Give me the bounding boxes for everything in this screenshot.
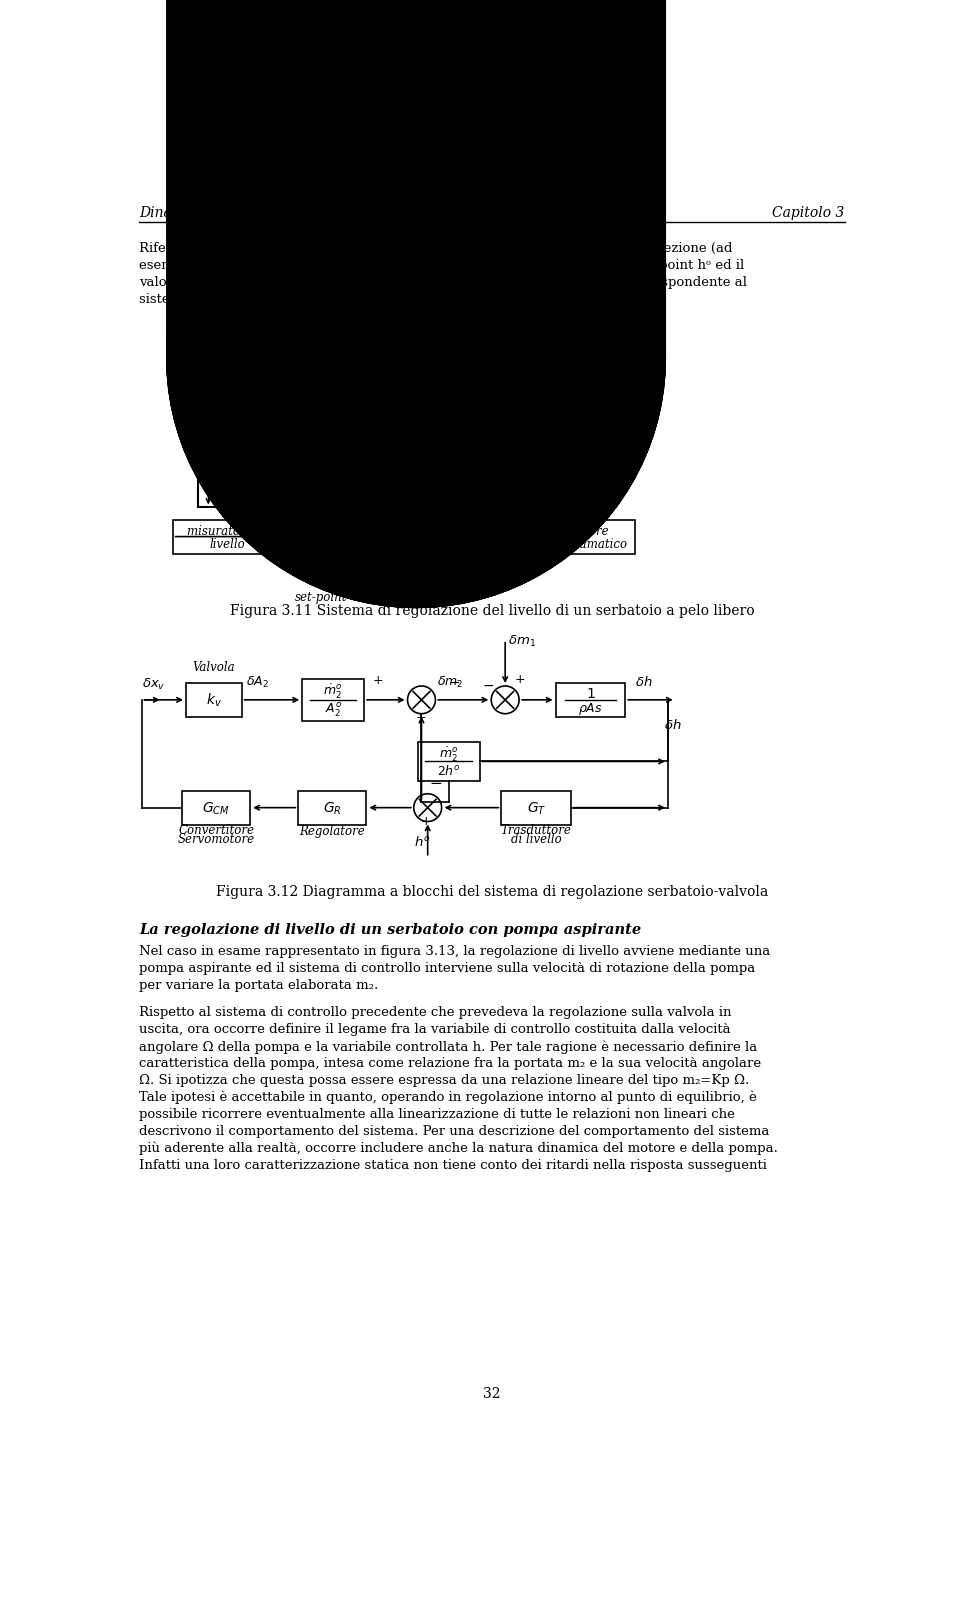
- Text: $\dot{m}_2^o$: $\dot{m}_2^o$: [324, 684, 343, 701]
- Circle shape: [295, 426, 302, 434]
- Text: $-$: $-$: [429, 775, 443, 789]
- Polygon shape: [372, 471, 396, 492]
- Text: valore attuale misurato dal trasduttore di livello. Il diagramma a blocchi corri: valore attuale misurato dal trasduttore …: [139, 276, 748, 289]
- Bar: [556, 684, 625, 717]
- Text: $1$: $1$: [586, 687, 595, 701]
- Text: $h^o$: $h^o$: [414, 835, 430, 850]
- Text: Convertitore: Convertitore: [179, 824, 254, 837]
- Text: $\delta m_2$: $\delta m_2$: [437, 676, 464, 690]
- Bar: [383, 519, 476, 554]
- Text: 1: 1: [362, 457, 370, 470]
- Text: set-point: set-point: [296, 591, 348, 604]
- Text: $+$: $+$: [420, 814, 431, 827]
- Bar: [186, 684, 242, 717]
- Bar: [182, 791, 251, 824]
- Text: 32: 32: [483, 1386, 501, 1401]
- Text: $h$: $h$: [192, 454, 203, 468]
- Text: $\delta A_2$: $\delta A_2$: [246, 676, 269, 690]
- Bar: [173, 519, 283, 554]
- Polygon shape: [372, 492, 396, 514]
- Bar: [501, 791, 571, 824]
- Text: $G_R$: $G_R$: [324, 800, 342, 816]
- Text: $m_2$: $m_2$: [465, 468, 486, 482]
- Text: Riferendosi allo schema di figura 3.11 si nota che il regolatore effettua la cor: Riferendosi allo schema di figura 3.11 s…: [139, 241, 732, 254]
- Text: misuratore di: misuratore di: [187, 525, 268, 538]
- Text: $\rho As$: $\rho As$: [578, 701, 603, 717]
- Text: livello: livello: [210, 538, 246, 551]
- Text: $-$: $-$: [482, 679, 494, 692]
- Text: Valvola: Valvola: [192, 661, 235, 674]
- Bar: [198, 353, 299, 508]
- Bar: [418, 743, 480, 781]
- Bar: [299, 791, 367, 824]
- Text: per variare la portata elaborata m₂.: per variare la portata elaborata m₂.: [139, 979, 378, 992]
- Text: Tale ipotesi è accettabile in quanto, operando in regolazione intorno al punto d: Tale ipotesi è accettabile in quanto, op…: [139, 1091, 757, 1105]
- Text: $\delta h$: $\delta h$: [664, 719, 682, 731]
- Text: Dinamica e Controllo dei Sistemi Energetici: Dinamica e Controllo dei Sistemi Energet…: [139, 206, 449, 219]
- Text: $\delta h$: $\delta h$: [635, 676, 652, 688]
- Text: La regolazione di livello di un serbatoio con pompa aspirante: La regolazione di livello di un serbatoi…: [139, 923, 641, 937]
- Bar: [375, 323, 468, 347]
- Text: di livello: di livello: [511, 834, 562, 846]
- Bar: [511, 519, 635, 554]
- Text: $+$: $+$: [416, 711, 426, 725]
- Text: 2: 2: [395, 457, 402, 470]
- Text: Nel caso in esame rappresentato in figura 3.13, la regolazione di livello avvien: Nel caso in esame rappresentato in figur…: [139, 945, 771, 958]
- Text: Capitolo 3: Capitolo 3: [772, 206, 845, 219]
- Text: $\dot{m}_2^o$: $\dot{m}_2^o$: [439, 746, 458, 763]
- Text: $2h^o$: $2h^o$: [437, 763, 461, 778]
- Text: Figura 3.12 Diagramma a blocchi del sistema di regolazione serbatoio-valvola: Figura 3.12 Diagramma a blocchi del sist…: [216, 885, 768, 899]
- Text: Servomotore: Servomotore: [178, 834, 254, 846]
- Text: regolatore: regolatore: [396, 530, 463, 545]
- Text: $h^o$: $h^o$: [335, 554, 352, 569]
- Text: Rispetto al sistema di controllo precedente che prevedeva la regolazione sulla v: Rispetto al sistema di controllo precede…: [139, 1006, 732, 1019]
- Text: $G_{CM}$: $G_{CM}$: [203, 800, 230, 816]
- Text: Ω. Si ipotizza che questa possa essere espressa da una relazione lineare del tip: Ω. Si ipotizza che questa possa essere e…: [139, 1075, 750, 1088]
- Text: caratteristica della pompa, intesa come relazione fra la portata m₂ e la sua vel: caratteristica della pompa, intesa come …: [139, 1057, 761, 1070]
- Text: angolare Ω della pompa e la variabile controllata h. Per tale ragione è necessar: angolare Ω della pompa e la variabile co…: [139, 1040, 757, 1054]
- Text: descrivono il comportamento del sistema. Per una descrizione del comportamento d: descrivono il comportamento del sistema.…: [139, 1124, 770, 1139]
- Text: Infatti una loro caratterizzazione statica non tiene conto dei ritardi nella ris: Infatti una loro caratterizzazione stati…: [139, 1159, 767, 1172]
- Text: convertitore: convertitore: [536, 525, 610, 538]
- Text: $G_T$: $G_T$: [526, 800, 546, 816]
- Text: sistema di regolazione riportato in figura 3.11, è rappresentato in figura 3.12.: sistema di regolazione riportato in figu…: [139, 292, 663, 307]
- Text: Trasduttore: Trasduttore: [501, 824, 571, 837]
- Text: $+$: $+$: [344, 573, 354, 586]
- Text: pompa aspirante ed il sistema di controllo interviene sulla velocità di rotazion: pompa aspirante ed il sistema di control…: [139, 961, 756, 974]
- Text: esempio proporzionale), dell'errore esistente fra il valore di riferimento o set: esempio proporzionale), dell'errore esis…: [139, 259, 745, 271]
- Text: Figura 3.11 Sistema di regolazione del livello di un serbatoio a pelo libero: Figura 3.11 Sistema di regolazione del l…: [229, 604, 755, 618]
- Bar: [218, 303, 267, 315]
- Text: $m_1$: $m_1$: [254, 302, 276, 316]
- Text: $A_2^o$: $A_2^o$: [324, 701, 342, 719]
- Text: $\delta m_1$: $\delta m_1$: [508, 634, 537, 648]
- Text: $+$: $+$: [515, 672, 526, 685]
- Text: $+$: $+$: [372, 674, 383, 687]
- Bar: [302, 679, 364, 720]
- Text: possibile ricorrere eventualmente alla linearizzazione di tutte le relazioni non: possibile ricorrere eventualmente alla l…: [139, 1108, 735, 1121]
- Text: uscita, ora occorre definire il legame fra la variabile di controllo costituita : uscita, ora occorre definire il legame f…: [139, 1024, 731, 1036]
- Text: servomotore: servomotore: [382, 329, 462, 342]
- Text: $\delta x_v$: $\delta x_v$: [142, 677, 165, 692]
- Text: $k_v$: $k_v$: [205, 692, 222, 709]
- Text: Regolatore: Regolatore: [300, 826, 365, 838]
- Text: $A_2$: $A_2$: [388, 517, 404, 533]
- Text: più aderente alla realtà, occorre includere anche la natura dinamica del motore : più aderente alla realtà, occorre includ…: [139, 1142, 779, 1155]
- Text: $-$: $-$: [290, 514, 303, 529]
- Text: $-$: $-$: [448, 676, 460, 688]
- Text: elettropneumatico: elettropneumatico: [517, 538, 628, 551]
